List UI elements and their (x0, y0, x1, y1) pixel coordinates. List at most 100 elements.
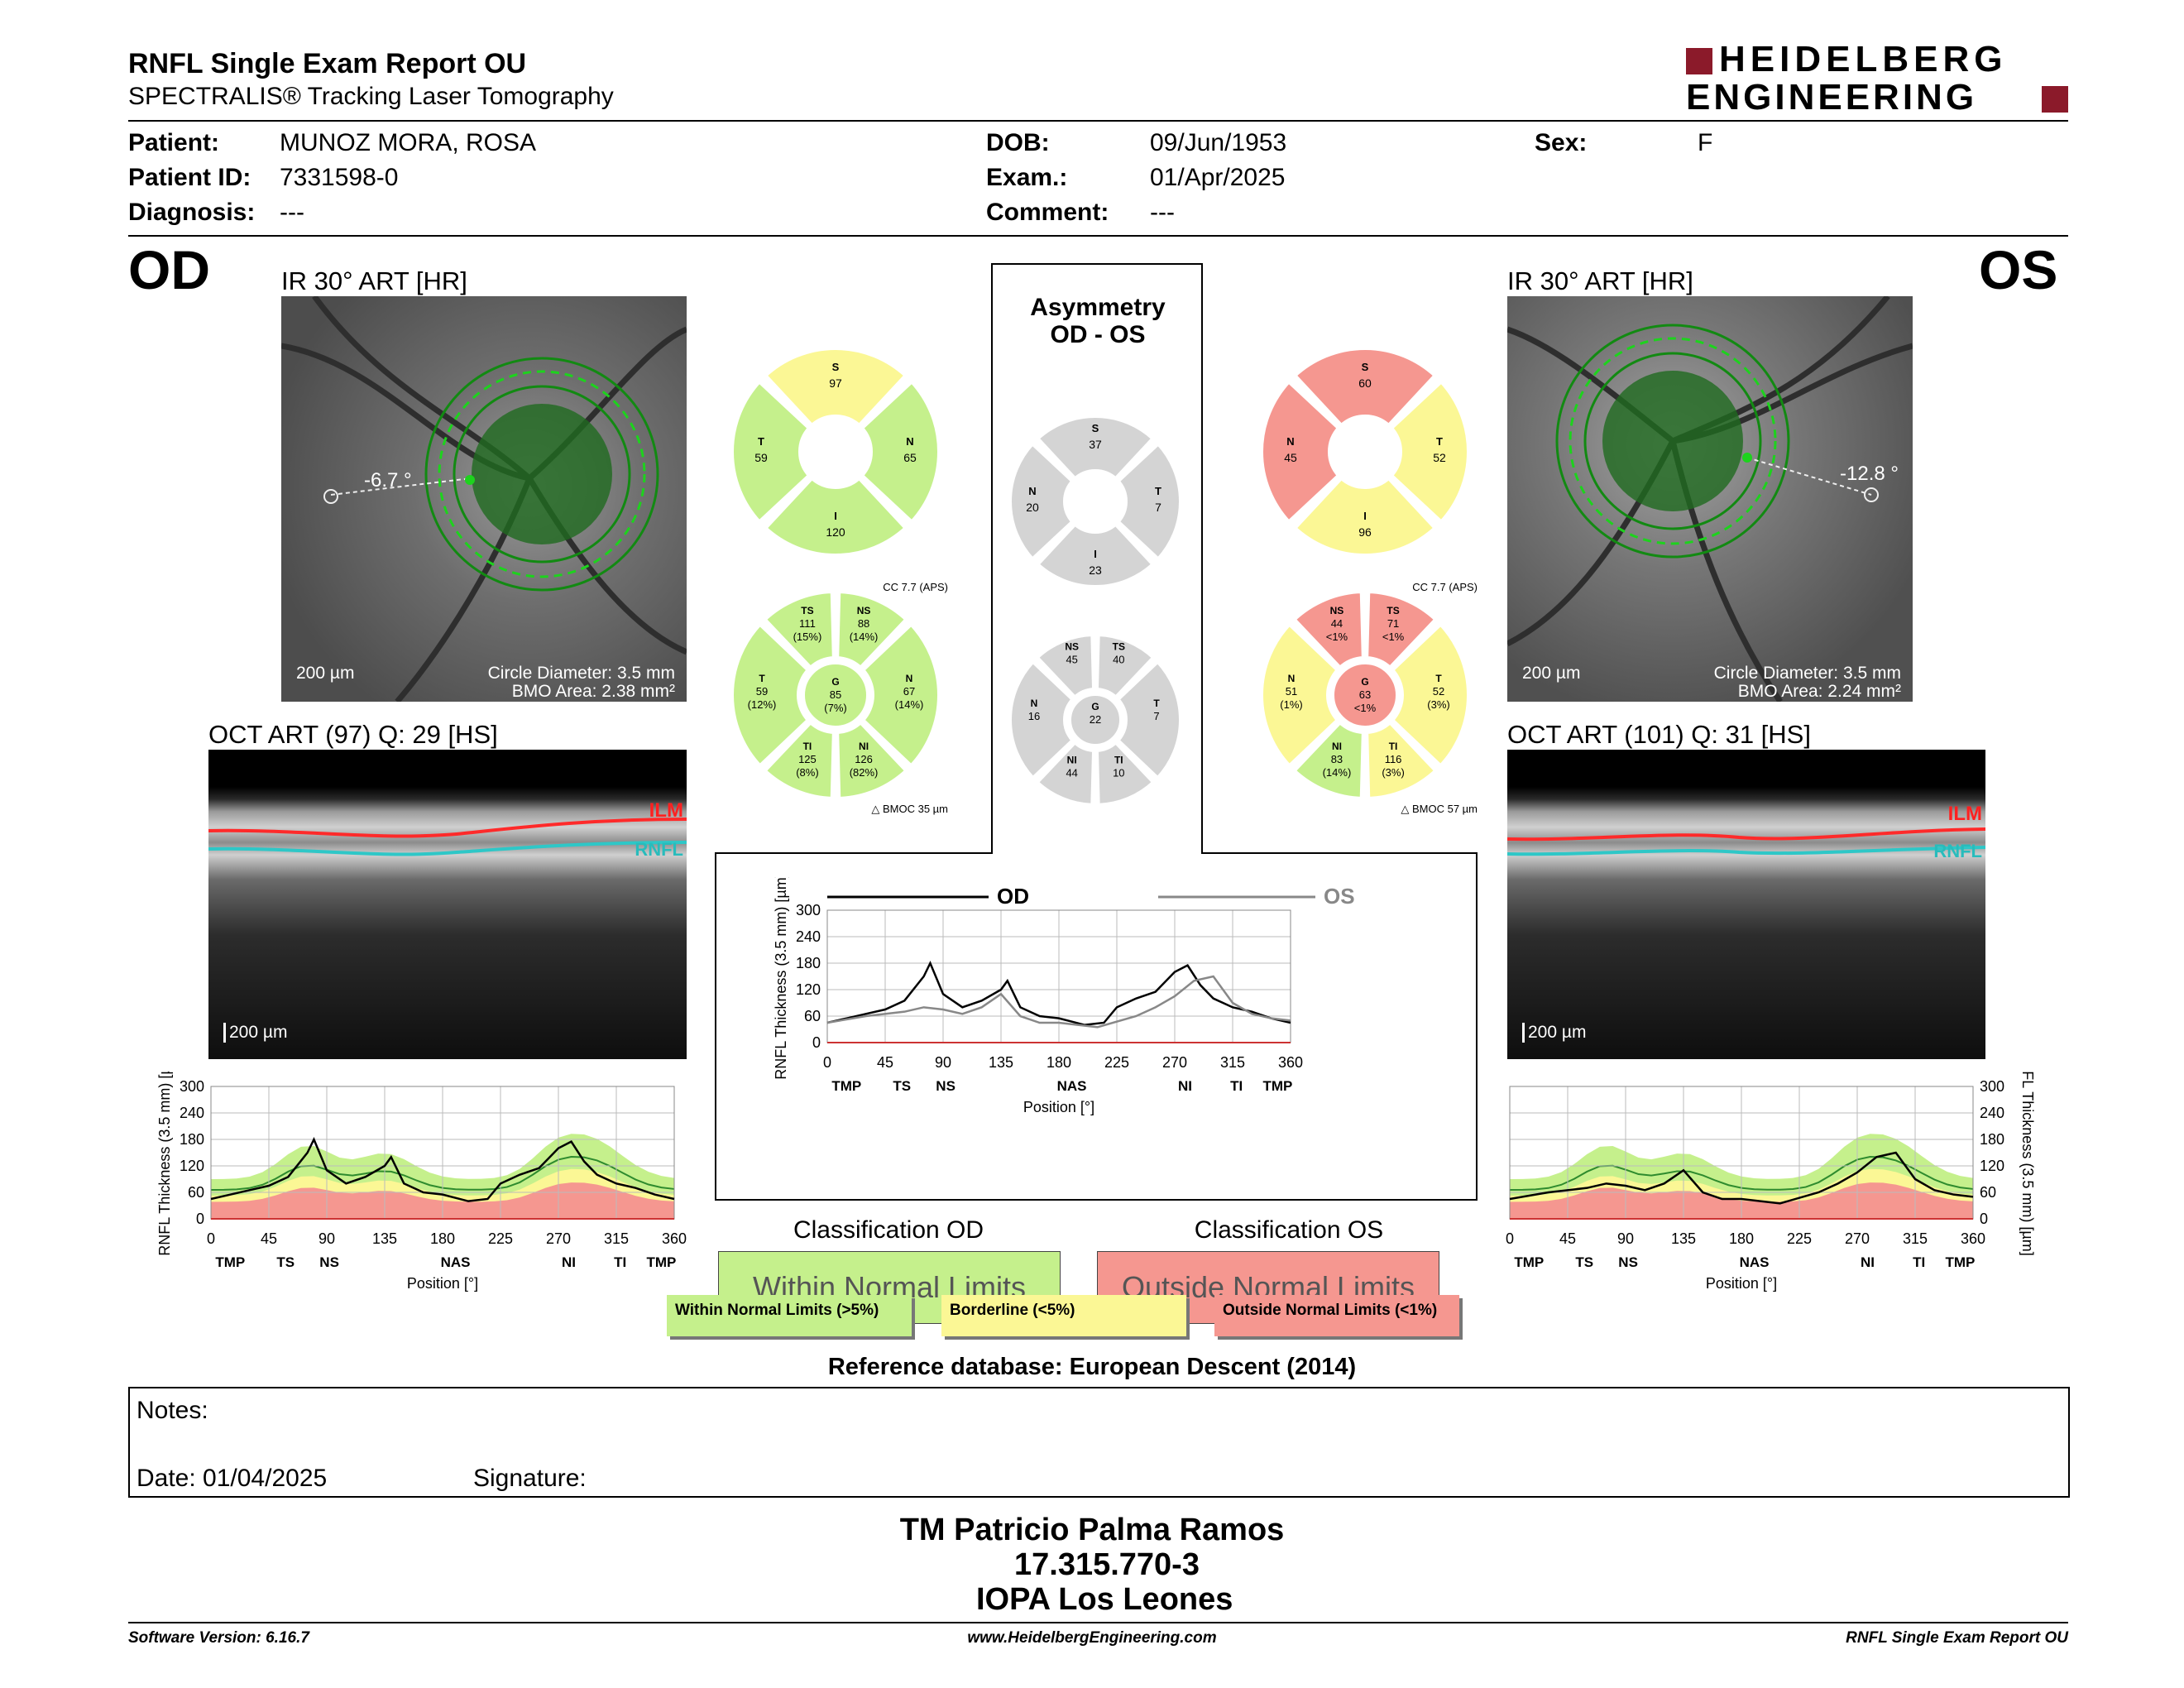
os-quadrant-i (1290, 473, 1440, 559)
os-sector-ni-value: 83 (1331, 753, 1343, 765)
od-sector-t-label: T (759, 673, 765, 684)
od-quadrant-n-value: 65 (903, 451, 917, 464)
od-sector-ns-label: NS (857, 605, 871, 616)
od-cc-label: CC 7.7 (APS) (883, 581, 948, 593)
os-cc-label: CC 7.7 (APS) (1412, 581, 1478, 593)
os-oct-scale: 200 µm (1522, 1023, 1586, 1043)
asym-sector-ni-value: 44 (1066, 766, 1077, 779)
x-tick-label: 360 (1278, 1054, 1303, 1071)
x-tick-label: 225 (1104, 1054, 1129, 1071)
asym-quadrant-i-value: 23 (1089, 563, 1102, 577)
asym-quadrant-n-label: N (1028, 485, 1036, 497)
asym-quadrant-s-value: 37 (1089, 438, 1102, 451)
os-sector-ni (1290, 717, 1367, 803)
os-sector-ti-value: (3%) (1382, 766, 1404, 779)
os-sector-t (1387, 620, 1472, 770)
region-label: TI (1230, 1078, 1243, 1094)
logo-square-top (1686, 48, 1712, 74)
notes-box[interactable]: Notes: Date: 01/04/2025 Signature: (128, 1387, 2070, 1498)
od-sector-ns (834, 587, 911, 673)
od-quadrant-s-label: S (832, 361, 840, 373)
asym-sector-ts-label: TS (1113, 641, 1125, 653)
report-title: RNFL Single Exam Report OU (128, 48, 527, 79)
os-ir-image: -12.8 ° 200 µm Circle Diameter: 3.5 mm B… (1507, 296, 1913, 702)
region-label: NAS (1057, 1078, 1087, 1094)
os-sector-ti-label: TI (1389, 741, 1398, 752)
os-sector-ts-value: 71 (1387, 617, 1399, 630)
x-tick-label: 360 (1961, 1230, 1985, 1247)
od-quadrant-n (857, 376, 942, 527)
asym-sector-ns-label: NS (1065, 641, 1079, 653)
brand-line1: HEIDELBERG (1719, 39, 2008, 79)
signer-name: TM Patricio Palma Ramos (899, 1513, 1285, 1547)
os-quadrant-n-value: 45 (1284, 451, 1297, 464)
y-tick-label: 0 (812, 1034, 821, 1051)
asym-sector-n-label: N (1031, 698, 1038, 709)
x-tick-label: 45 (877, 1054, 893, 1071)
divider (128, 1622, 2068, 1623)
y-tick-label: 60 (1980, 1184, 1996, 1201)
os-bmoc-label: △ BMOC 57 µm (1401, 803, 1478, 815)
od-sector-ti-label: TI (803, 741, 812, 752)
od-thickness-chart: 0 60 120 180 240 300 0 45 90 135 180 225 270 315 360 TM… (156, 1072, 687, 1292)
os-ir-title: IR 30° ART [HR] (1507, 266, 1693, 295)
x-tick-label: 225 (488, 1230, 513, 1247)
asym-quadrant-i-label: I (1094, 548, 1097, 560)
od-quadrant-t (729, 376, 814, 527)
os-sector-ni-value: (14%) (1323, 766, 1352, 779)
os-sector-g-value: <1% (1354, 702, 1377, 714)
asymmetry-frame (715, 263, 1478, 1201)
os-oct-bscan: ILM RNFL 200 µm (1507, 750, 1985, 1059)
os-sector-n-value: (1%) (1280, 698, 1302, 711)
os-sector-ns-value: 44 (1331, 617, 1343, 630)
asymmetry-title: Asymmetry OD - OS (993, 294, 1203, 348)
asym-quadrant-t-label: T (1155, 485, 1161, 497)
asym-sector-ts-value: 40 (1113, 654, 1124, 666)
region-label: TMP (831, 1078, 861, 1094)
signer-id: 17.315.770-3 (1014, 1547, 1200, 1582)
x-tick-label: 315 (1220, 1054, 1245, 1071)
os-oct-title: OCT ART (101) Q: 31 [HS] (1507, 720, 1811, 749)
reference-database: Reference database: European Descent (20… (827, 1354, 1357, 1380)
od-sector-ns-value: (14%) (850, 631, 879, 643)
od-sector-ti-value: (8%) (796, 766, 818, 779)
region-label: NS (319, 1254, 339, 1270)
os-sector-n-value: 51 (1286, 685, 1297, 698)
os-ilm-label: ILM (1947, 803, 1982, 825)
software-version: Software Version: 6.16.7 (128, 1629, 309, 1647)
x-tick-label: 90 (935, 1054, 951, 1071)
asym-sector-t-value: 7 (1153, 710, 1159, 722)
os-sector-ns (1290, 587, 1367, 673)
x-tick-label: 315 (1903, 1230, 1928, 1247)
y-tick-label: 180 (1980, 1131, 2004, 1148)
region-label: TMP (1262, 1078, 1292, 1094)
os-sector-ti-value: 116 (1385, 753, 1402, 765)
os-sector-ns-label: NS (1330, 605, 1344, 616)
region-label: TMP (1514, 1254, 1544, 1270)
od-sector-ns-value: 88 (858, 617, 869, 630)
od-quadrant-s (760, 348, 911, 430)
os-quadrant-s (1290, 348, 1440, 430)
os-quadrant-n-label: N (1286, 435, 1294, 448)
od-ir-scale: 200 µm (296, 664, 355, 683)
y-tick-label: 180 (796, 955, 821, 971)
x-tick-label: 90 (1617, 1230, 1634, 1247)
od-sector-ts (760, 587, 837, 673)
footer-url[interactable]: www.HeidelbergEngineering.com (967, 1629, 1217, 1647)
x-tick-label: 315 (604, 1230, 629, 1247)
region-label: TMP (1945, 1254, 1975, 1270)
od-sector-ni-value: 126 (855, 753, 873, 765)
od-oct-title: OCT ART (97) Q: 29 [HS] (208, 720, 498, 749)
x-tick-label: 45 (1559, 1230, 1576, 1247)
asym-sector-t (1113, 657, 1184, 783)
os-sector-ns-value: <1% (1326, 631, 1348, 643)
od-quadrant-n-label: N (906, 435, 913, 448)
asym-sector-ni-label: NI (1067, 754, 1077, 765)
y-tick-label: 240 (180, 1105, 204, 1121)
y-axis-label: RNFL Thickness (3.5 mm) [µm] (2019, 1072, 2036, 1256)
region-label: TS (276, 1254, 295, 1270)
logo-square-bottom (2042, 86, 2068, 113)
region-label: TS (1575, 1254, 1593, 1270)
od-circle-diameter: Circle Diameter: 3.5 mm (487, 664, 675, 683)
x-tick-label: 180 (1046, 1054, 1071, 1071)
